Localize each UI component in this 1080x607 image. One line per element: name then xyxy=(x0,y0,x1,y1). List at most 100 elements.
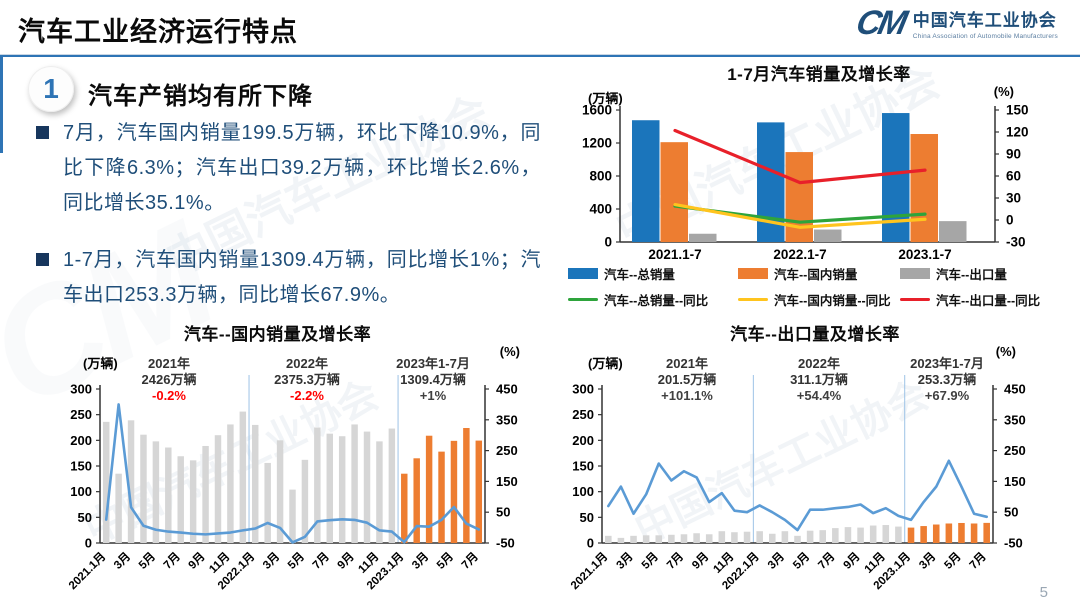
legend-label: 汽车--总销量 xyxy=(604,268,675,282)
axis-unit-right: (%) xyxy=(993,84,1014,99)
line-series xyxy=(607,459,988,532)
ytick-left: 100 xyxy=(572,484,594,499)
page-number: 5 xyxy=(1039,584,1048,601)
annotation-volume: 311.1万辆 xyxy=(790,372,848,387)
bar xyxy=(227,424,234,543)
bar xyxy=(895,526,902,543)
bar xyxy=(276,440,284,543)
bar xyxy=(630,535,637,543)
ytick-right: 90 xyxy=(1006,147,1021,162)
bar xyxy=(920,526,927,543)
legend-item: 汽车--总销量 xyxy=(568,264,738,283)
annotation-year: 2022年 xyxy=(798,356,840,371)
legend-swatch-domestic-sales xyxy=(738,268,768,279)
chart-title: 汽车--国内销量及增长率 xyxy=(183,325,372,344)
bar xyxy=(165,447,172,543)
bar-series xyxy=(660,134,938,242)
bar xyxy=(438,451,445,543)
bar xyxy=(152,441,160,543)
ytick-left: 200 xyxy=(572,433,594,448)
ytick-right: 250 xyxy=(496,443,518,458)
exports-plot: 0 50 100 150 200 250 300 -50 50 150 250 350 450 2021.… xyxy=(568,375,1026,592)
ytick-left: 1600 xyxy=(582,103,612,118)
bar xyxy=(388,428,396,543)
annotation-year: 2023年1-7月 xyxy=(910,356,984,371)
ytick-left: 0 xyxy=(85,536,92,551)
legend-swatch-total-yoy xyxy=(568,297,598,302)
bar xyxy=(844,527,852,543)
xtick-label: 7月 xyxy=(459,550,481,572)
bar xyxy=(910,134,938,242)
annotation-growth: +101.1% xyxy=(661,388,713,403)
annotation-volume: 1309.4万辆 xyxy=(400,372,466,387)
bullet-item: 1-7月，汽车国内销量1309.4万辆，同比增长1%；汽车出口253.3万辆，同… xyxy=(36,243,541,313)
bar xyxy=(239,411,247,543)
bar xyxy=(102,421,110,543)
legend-label: 汽车--总销量--同比 xyxy=(604,294,709,308)
line-series xyxy=(673,128,927,185)
bar xyxy=(958,522,965,543)
bar xyxy=(668,534,675,543)
ytick-right: 30 xyxy=(1006,191,1021,206)
bar xyxy=(425,435,433,543)
bar xyxy=(756,531,763,543)
bullet-text: 1-7月，汽车国内销量1309.4万辆，同比增长1%；汽车出口253.3万辆，同… xyxy=(63,249,541,306)
bar xyxy=(718,531,726,543)
xtick-label: 7月 xyxy=(816,550,838,572)
ytick-right: 50 xyxy=(1004,505,1018,520)
left-accent-bar xyxy=(0,57,3,153)
ytick-right: 150 xyxy=(1004,474,1026,489)
bar xyxy=(693,533,700,543)
xtick-label: 5月 xyxy=(434,550,456,572)
ytick-left: 300 xyxy=(572,382,594,397)
chart-sales-summary: 1-7月汽车销量及增长率 (万辆) (%) 0 400 800 1200 1600 -30… xyxy=(558,60,1080,310)
bar xyxy=(983,522,990,543)
bar xyxy=(475,440,483,543)
bar xyxy=(376,441,383,543)
ytick-right: 450 xyxy=(496,382,518,397)
annotation-growth: +67.9% xyxy=(924,388,970,403)
xtick-label: 9月 xyxy=(335,550,357,572)
xtick-label: 2021.1月 xyxy=(568,550,610,592)
xtick-label: 3月 xyxy=(917,550,939,572)
chart-title: 汽车--出口量及增长率 xyxy=(730,325,900,344)
ytick-left: 100 xyxy=(70,484,92,499)
bar xyxy=(680,534,688,543)
legend-swatch-domestic-yoy xyxy=(738,297,768,302)
chart-exports: 汽车--出口量及增长率 (万辆) (%) 0 50 100 150 200 250 300 -… xyxy=(550,320,1080,607)
bar xyxy=(781,531,789,543)
legend-item: 汽车--出口量 xyxy=(900,264,1080,283)
bar xyxy=(945,523,953,543)
bar xyxy=(189,460,197,543)
ytick-left: 800 xyxy=(589,169,612,184)
org-name-cn: 中国汽车工业协会 xyxy=(912,11,1057,30)
bar xyxy=(202,445,209,543)
axis-unit-left: (万辆) xyxy=(83,356,118,371)
bar xyxy=(252,424,259,543)
section-number-badge: 1 xyxy=(28,66,74,112)
annotation-year: 2021年 xyxy=(148,356,190,371)
bar xyxy=(463,428,470,543)
legend-swatch-exports xyxy=(900,268,930,279)
bar xyxy=(214,435,222,543)
domestic-sales-plot: 0 50 100 150 200 250 300 -50 50 150 250 350 450 2021.… xyxy=(66,375,518,592)
section-heading: 汽车产销均有所下降 xyxy=(88,83,313,110)
legend-label: 汽车--国内销量 xyxy=(774,268,858,282)
bar xyxy=(814,229,842,242)
bar xyxy=(301,459,309,543)
bar-series xyxy=(102,411,483,543)
bar xyxy=(401,473,408,543)
legend-label: 汽车--出口量--同比 xyxy=(936,294,1041,308)
annotation-year: 2021年 xyxy=(666,356,708,371)
line-series xyxy=(673,203,927,229)
bar xyxy=(794,535,801,543)
annotation-volume: 2375.3万辆 xyxy=(274,372,340,387)
xtick-label: 5月 xyxy=(285,550,307,572)
bar xyxy=(689,233,717,242)
annotation-growth: -2.2% xyxy=(290,388,324,403)
bar xyxy=(731,532,738,543)
bar xyxy=(882,525,890,543)
caam-logo-icon: CM xyxy=(852,4,908,42)
axis-unit-left: (万辆) xyxy=(588,91,623,106)
bar xyxy=(605,535,612,543)
